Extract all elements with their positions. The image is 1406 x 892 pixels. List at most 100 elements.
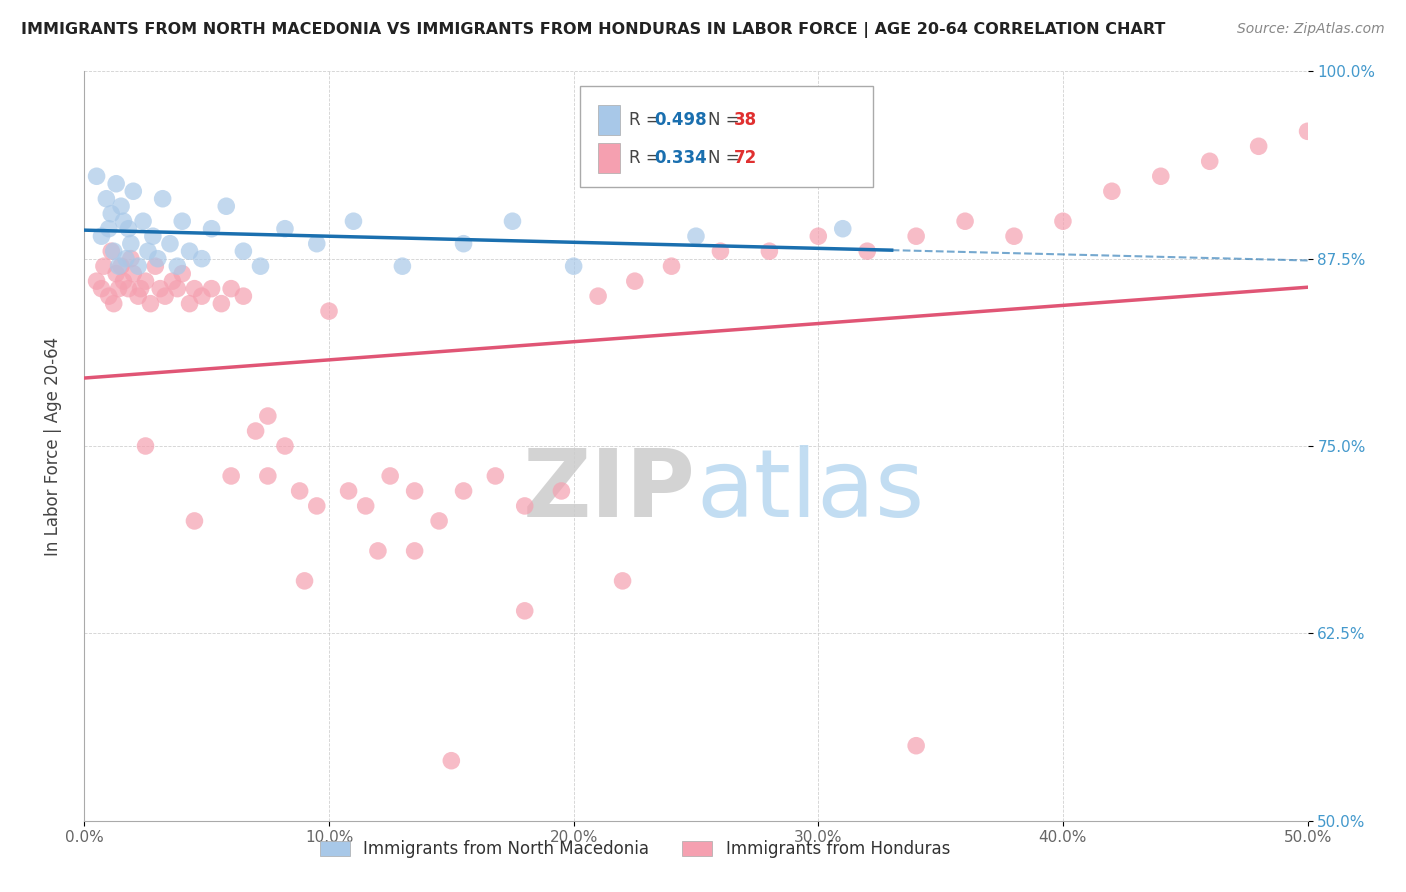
Point xyxy=(612,574,634,588)
Point xyxy=(107,282,129,296)
Point xyxy=(562,259,585,273)
Point xyxy=(232,289,254,303)
FancyBboxPatch shape xyxy=(598,143,620,172)
Point xyxy=(127,259,149,273)
Point xyxy=(513,499,536,513)
Text: R =: R = xyxy=(628,112,665,129)
Point xyxy=(105,267,128,281)
Point xyxy=(367,544,389,558)
Point xyxy=(117,282,139,296)
Point xyxy=(624,274,647,288)
Text: N =: N = xyxy=(709,149,745,167)
Point xyxy=(502,214,524,228)
FancyBboxPatch shape xyxy=(598,105,620,135)
Point xyxy=(200,282,222,296)
Point xyxy=(953,214,976,228)
Point xyxy=(115,252,138,266)
Point xyxy=(152,192,174,206)
Text: R =: R = xyxy=(628,149,665,167)
Point xyxy=(117,221,139,235)
Point xyxy=(100,207,122,221)
Point xyxy=(162,274,184,288)
Point xyxy=(453,236,475,251)
Point xyxy=(391,259,413,273)
Point xyxy=(232,244,254,259)
Point xyxy=(139,296,162,310)
Point xyxy=(550,483,572,498)
Point xyxy=(135,274,157,288)
Point xyxy=(191,289,214,303)
Point xyxy=(856,244,879,259)
Point xyxy=(97,221,120,235)
Point xyxy=(166,259,188,273)
Point xyxy=(337,483,360,498)
Text: Source: ZipAtlas.com: Source: ZipAtlas.com xyxy=(1237,22,1385,37)
Point xyxy=(1198,154,1220,169)
Point xyxy=(90,282,112,296)
Point xyxy=(209,296,232,310)
Point xyxy=(107,259,129,273)
Point xyxy=(305,236,328,251)
Point xyxy=(905,739,928,753)
Point xyxy=(110,259,132,273)
Point xyxy=(105,177,128,191)
Point xyxy=(100,244,122,259)
Point xyxy=(1296,124,1319,138)
FancyBboxPatch shape xyxy=(579,87,873,187)
Point xyxy=(90,229,112,244)
Point xyxy=(129,282,152,296)
Point xyxy=(172,214,194,228)
Text: N =: N = xyxy=(709,112,745,129)
Point xyxy=(404,544,426,558)
Point xyxy=(427,514,450,528)
Point xyxy=(219,469,242,483)
Point xyxy=(380,469,402,483)
Point xyxy=(685,229,707,244)
Point xyxy=(179,296,201,310)
Point xyxy=(166,282,188,296)
Point xyxy=(513,604,536,618)
Point xyxy=(149,282,172,296)
Point xyxy=(200,221,222,235)
Point xyxy=(112,214,135,228)
Point xyxy=(305,499,328,513)
Point xyxy=(288,483,311,498)
Point xyxy=(142,229,165,244)
Point xyxy=(586,289,609,303)
Point xyxy=(249,259,271,273)
Point xyxy=(342,214,364,228)
Point xyxy=(112,274,135,288)
Point xyxy=(143,259,166,273)
Point xyxy=(86,274,108,288)
Point xyxy=(103,244,125,259)
Text: ZIP: ZIP xyxy=(523,445,696,537)
Point xyxy=(191,252,214,266)
Point xyxy=(661,259,683,273)
Point xyxy=(453,483,475,498)
Point xyxy=(97,289,120,303)
Point xyxy=(484,469,506,483)
Point xyxy=(120,236,142,251)
Point xyxy=(110,199,132,213)
Point xyxy=(440,754,463,768)
Point xyxy=(354,499,377,513)
Text: IMMIGRANTS FROM NORTH MACEDONIA VS IMMIGRANTS FROM HONDURAS IN LABOR FORCE | AGE: IMMIGRANTS FROM NORTH MACEDONIA VS IMMIG… xyxy=(21,22,1166,38)
Point xyxy=(219,282,242,296)
Point xyxy=(318,304,340,318)
Point xyxy=(135,439,157,453)
Text: 38: 38 xyxy=(734,112,756,129)
Point xyxy=(136,244,159,259)
Point xyxy=(274,439,297,453)
Legend: Immigrants from North Macedonia, Immigrants from Honduras: Immigrants from North Macedonia, Immigra… xyxy=(311,831,959,866)
Text: 0.334: 0.334 xyxy=(654,149,707,167)
Point xyxy=(132,214,155,228)
Point xyxy=(1101,184,1123,198)
Point xyxy=(215,199,238,213)
Point xyxy=(257,409,280,423)
Point xyxy=(245,424,267,438)
Point xyxy=(86,169,108,184)
Point xyxy=(122,267,145,281)
Point xyxy=(120,252,142,266)
Point xyxy=(183,282,205,296)
Point xyxy=(179,244,201,259)
